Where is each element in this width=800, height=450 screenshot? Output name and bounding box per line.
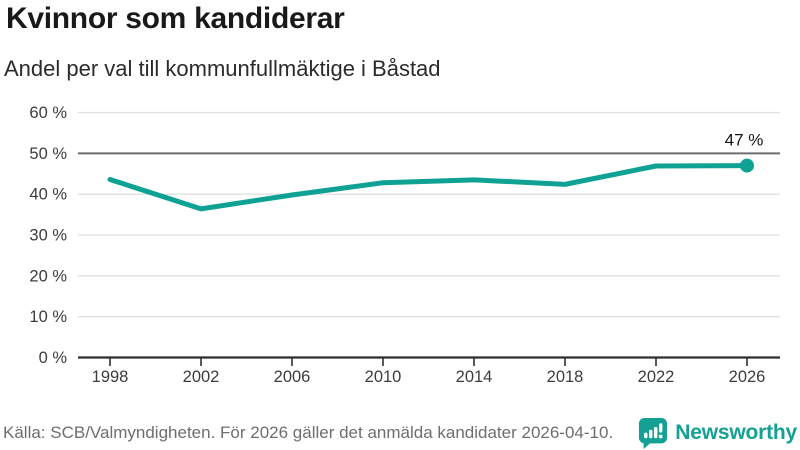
chart-subtitle: Andel per val till kommunfullmäktige i B…: [4, 56, 441, 81]
line-chart: 0 % 10 % 20 % 30 % 40 % 50 % 60 % 1998 2002 2006 2…: [0, 90, 800, 402]
y-axis-tick-label: 0 %: [39, 349, 68, 367]
newsworthy-wordmark: Newsworthy: [675, 421, 797, 444]
data-point-marker: [740, 158, 754, 173]
y-axis-tick-label: 40 %: [29, 186, 67, 204]
x-axis-tick-label: 2006: [274, 368, 311, 386]
x-axis-tick-label: 2026: [729, 368, 766, 386]
data-point-label: 47 %: [725, 130, 764, 149]
footer: Källa: SCB/Valmyndigheten. För 2026 gäll…: [3, 417, 797, 449]
newsworthy-logo: Newsworthy: [638, 417, 797, 450]
x-axis-tick-label: 1998: [92, 368, 129, 386]
x-axis-tick-label: 2022: [638, 368, 675, 386]
x-axis-tick-label: 2014: [456, 368, 493, 386]
y-axis-tick-label: 60 %: [29, 104, 67, 122]
y-axis-tick-label: 50 %: [29, 145, 67, 163]
x-axis-tick-label: 2002: [183, 368, 220, 386]
source-note: Källa: SCB/Valmyndigheten. För 2026 gäll…: [3, 423, 614, 442]
y-axis-tick-label: 30 %: [29, 227, 67, 245]
newsworthy-speech-bubble-bar-chart-icon: [639, 417, 668, 449]
data-line: [107, 163, 750, 212]
y-axis-tick-label: 20 %: [29, 267, 67, 285]
chart-title: Kvinnor som kandiderar: [6, 2, 345, 35]
y-axis-tick-label: 10 %: [29, 308, 67, 326]
x-axis-tick-label: 2018: [547, 368, 584, 386]
line-chart-canvas: 0 % 10 % 20 % 30 % 40 % 50 % 60 % 1998 2002 2006 2…: [29, 104, 780, 386]
x-axis-tick-label: 2010: [365, 368, 402, 386]
